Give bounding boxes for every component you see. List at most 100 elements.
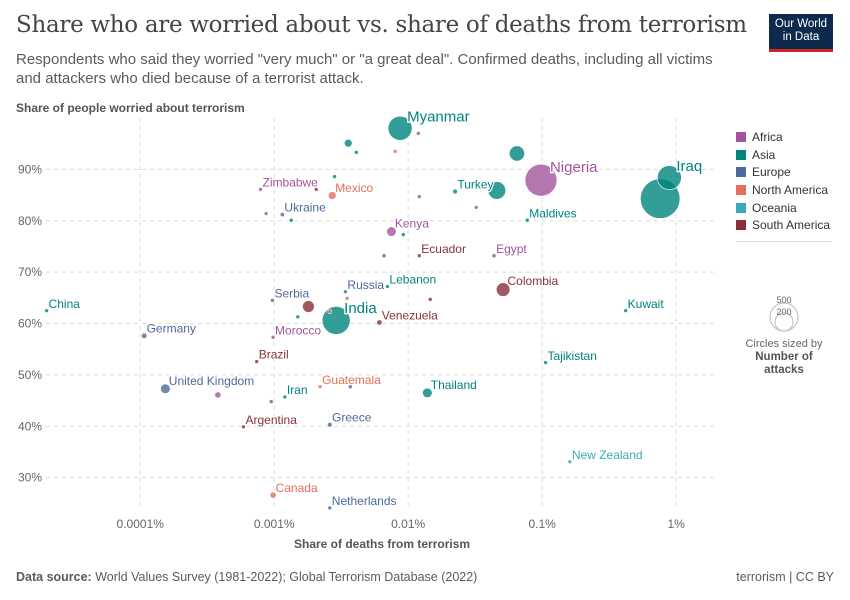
legend-swatch xyxy=(736,131,746,142)
point-label: United Kingdom xyxy=(169,374,254,388)
legend-label: North America xyxy=(752,182,829,197)
data-point-netherlands xyxy=(327,505,333,511)
legend-label: Oceania xyxy=(752,200,797,215)
point-label: Serbia xyxy=(274,287,309,301)
point-label: Myanmar xyxy=(407,108,470,125)
point-label: Venezuela xyxy=(382,308,438,322)
data-point-china xyxy=(44,308,49,313)
logo-line2: in Data xyxy=(782,31,820,43)
data-point-venezuela xyxy=(376,319,383,326)
data-point-turkey xyxy=(452,188,458,195)
legend-label: Asia xyxy=(752,147,776,162)
size-legend: 500 200 Circles sized by Number of attac… xyxy=(736,290,832,377)
point-label: Argentina xyxy=(246,413,298,427)
legend-item-asia[interactable]: Asia xyxy=(736,146,832,164)
y-tick-label: 60% xyxy=(18,317,42,331)
data-point-serbia xyxy=(270,298,275,303)
point-label: Brazil xyxy=(259,348,289,362)
data-point xyxy=(327,309,333,314)
legend-item-south-america[interactable]: South America xyxy=(736,216,832,234)
x-tick-label: 0.1% xyxy=(528,517,556,531)
region-legend: Africa Asia Europe North America Oceania Sout… xyxy=(736,128,832,243)
data-point xyxy=(348,384,353,389)
point-label: Guatemala xyxy=(322,373,381,387)
data-point xyxy=(288,217,294,223)
data-point-argentina xyxy=(241,424,246,430)
data-point xyxy=(381,253,387,258)
point-label: China xyxy=(49,297,81,311)
data-point-ecuador xyxy=(416,253,422,258)
point-label: Tajikistan xyxy=(548,349,597,363)
footer-source: Data source: World Values Survey (1981-2… xyxy=(16,570,477,584)
point-label: Nigeria xyxy=(550,159,598,176)
data-point xyxy=(343,138,353,148)
data-point-morocco xyxy=(270,335,276,340)
y-axis-label: Share of people worried about terrorism xyxy=(16,101,245,115)
data-point xyxy=(569,163,580,174)
legend-item-africa[interactable]: Africa xyxy=(736,128,832,146)
legend-divider xyxy=(736,241,832,243)
point-label: Maldives xyxy=(529,206,576,220)
x-tick-label: 0.01% xyxy=(391,517,425,531)
data-point-maldives xyxy=(524,217,530,223)
legend-swatch xyxy=(736,149,746,160)
data-point xyxy=(214,391,222,399)
data-point-kenya xyxy=(386,226,397,237)
data-point xyxy=(295,314,301,320)
data-point xyxy=(263,211,269,216)
size-label-500: 500 xyxy=(776,295,791,305)
owid-logo[interactable]: Our World in Data xyxy=(769,14,833,52)
x-tick-label: 0.001% xyxy=(254,517,295,531)
point-label: Turkey xyxy=(457,177,493,191)
data-point-egypt xyxy=(491,253,497,259)
data-point-russia xyxy=(343,289,348,294)
data-point-greece xyxy=(327,421,333,428)
data-point-thailand xyxy=(422,387,433,399)
chart-title: Share who are worried about vs. share of… xyxy=(16,12,747,38)
data-point-iraq xyxy=(657,165,682,190)
data-point xyxy=(313,187,319,192)
size-circle-200 xyxy=(774,312,794,332)
point-label: Netherlands xyxy=(332,494,397,508)
data-point-united-kingdom xyxy=(160,383,171,394)
data-point-iran xyxy=(282,394,288,400)
legend-swatch xyxy=(736,167,746,178)
data-point-brazil xyxy=(254,359,259,364)
data-point-germany xyxy=(141,332,148,339)
point-label: Mexico xyxy=(335,181,373,195)
y-tick-label: 80% xyxy=(18,214,42,228)
data-point xyxy=(416,131,421,136)
legend-item-europe[interactable]: Europe xyxy=(736,163,832,181)
source-label: Data source: xyxy=(16,570,92,584)
footer-license[interactable]: terrorism | CC BY xyxy=(736,570,834,584)
logo-line1: Our World xyxy=(774,18,828,30)
point-label: Ecuador xyxy=(421,242,466,256)
data-point xyxy=(427,297,433,302)
data-point xyxy=(487,181,507,200)
legend-label: Europe xyxy=(752,165,791,180)
data-point xyxy=(401,232,406,237)
data-point-nigeria xyxy=(524,163,558,197)
point-label: Germany xyxy=(147,322,196,336)
y-tick-label: 50% xyxy=(18,368,42,382)
point-label: Canada xyxy=(276,481,318,495)
data-point xyxy=(392,149,398,154)
size-caption: Circles sized by xyxy=(745,338,823,350)
source-text[interactable]: World Values Survey (1981-2022); Global … xyxy=(95,570,478,584)
legend-item-oceania[interactable]: Oceania xyxy=(736,199,832,217)
point-label: Kenya xyxy=(395,217,429,231)
point-label: Iran xyxy=(287,383,308,397)
legend-label: South America xyxy=(752,218,831,233)
data-point xyxy=(508,145,525,162)
chart-subtitle: Respondents who said they worried "very … xyxy=(16,51,713,87)
legend-swatch xyxy=(736,220,746,231)
data-point-ukraine xyxy=(279,212,285,218)
size-legend-circles: 500 200 xyxy=(769,295,799,332)
legend-label: Africa xyxy=(752,129,783,144)
y-tick-label: 70% xyxy=(18,265,42,279)
data-point-new-zealand xyxy=(567,459,573,465)
size-caption-bold: Number of attacks xyxy=(755,351,813,376)
legend-item-north-america[interactable]: North America xyxy=(736,181,832,199)
